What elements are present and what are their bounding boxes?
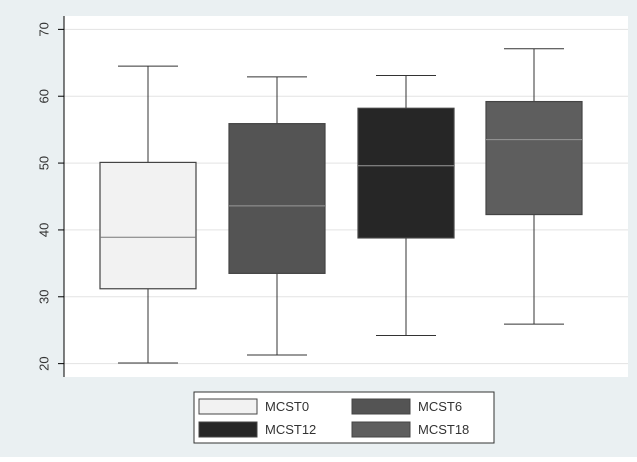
box-mcst18 xyxy=(485,48,583,325)
iqr-box xyxy=(99,161,197,290)
legend-item-mcst18: MCST18 xyxy=(351,421,469,438)
y-tick-label: 30 xyxy=(37,290,52,304)
legend-swatch xyxy=(351,421,411,438)
legend-item-mcst6: MCST6 xyxy=(351,398,462,415)
legend-label: MCST0 xyxy=(265,399,309,414)
legend: MCST0 MCST6 MCST12 MCST18 xyxy=(193,391,495,444)
y-tick-label: 60 xyxy=(37,89,52,103)
y-axis-ticks: 20 30 40 50 60 70 xyxy=(37,22,64,371)
box-mcst0 xyxy=(99,65,197,364)
iqr-box xyxy=(485,100,583,216)
legend-swatch xyxy=(198,398,258,415)
legend-swatch xyxy=(198,421,258,438)
y-tick-label: 50 xyxy=(37,156,52,170)
y-tick-label: 70 xyxy=(37,22,52,36)
iqr-box xyxy=(357,107,455,239)
iqr-box xyxy=(228,123,326,274)
legend-label: MCST18 xyxy=(418,422,469,437)
legend-item-mcst12: MCST12 xyxy=(198,421,316,438)
boxes xyxy=(99,48,583,364)
y-tick-label: 40 xyxy=(37,223,52,237)
legend-item-mcst0: MCST0 xyxy=(198,398,309,415)
y-tick-label: 20 xyxy=(37,356,52,370)
legend-swatch xyxy=(351,398,411,415)
legend-label: MCST12 xyxy=(265,422,316,437)
box-mcst12 xyxy=(357,74,455,337)
legend-label: MCST6 xyxy=(418,399,462,414)
box-mcst6 xyxy=(228,76,326,356)
